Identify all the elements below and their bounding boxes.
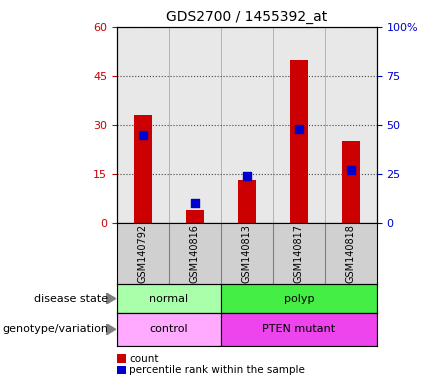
Bar: [221, 284, 377, 313]
Text: GSM140792: GSM140792: [138, 224, 148, 283]
Text: control: control: [149, 324, 188, 334]
Text: GSM140816: GSM140816: [190, 224, 200, 283]
Bar: [221, 313, 377, 346]
Bar: [117, 284, 221, 313]
Text: GSM140817: GSM140817: [294, 224, 304, 283]
Bar: [238, 180, 256, 223]
Point: [243, 173, 250, 179]
Point: [191, 200, 198, 206]
Bar: [117, 313, 221, 346]
Text: GSM140813: GSM140813: [242, 224, 252, 283]
Point: [295, 126, 302, 132]
Bar: [134, 115, 152, 223]
Bar: [186, 210, 204, 223]
Text: disease state: disease state: [34, 293, 108, 304]
Point: [347, 167, 354, 173]
Point: [139, 131, 146, 138]
Text: genotype/variation: genotype/variation: [2, 324, 108, 334]
Title: GDS2700 / 1455392_at: GDS2700 / 1455392_at: [166, 10, 327, 25]
Text: PTEN mutant: PTEN mutant: [262, 324, 335, 334]
Bar: [290, 60, 308, 223]
Text: percentile rank within the sample: percentile rank within the sample: [129, 365, 305, 375]
Polygon shape: [106, 323, 116, 335]
Text: GSM140818: GSM140818: [346, 224, 356, 283]
Text: normal: normal: [149, 293, 188, 304]
Bar: [342, 141, 360, 223]
Polygon shape: [106, 293, 116, 304]
Text: polyp: polyp: [284, 293, 314, 304]
Text: count: count: [129, 354, 158, 364]
